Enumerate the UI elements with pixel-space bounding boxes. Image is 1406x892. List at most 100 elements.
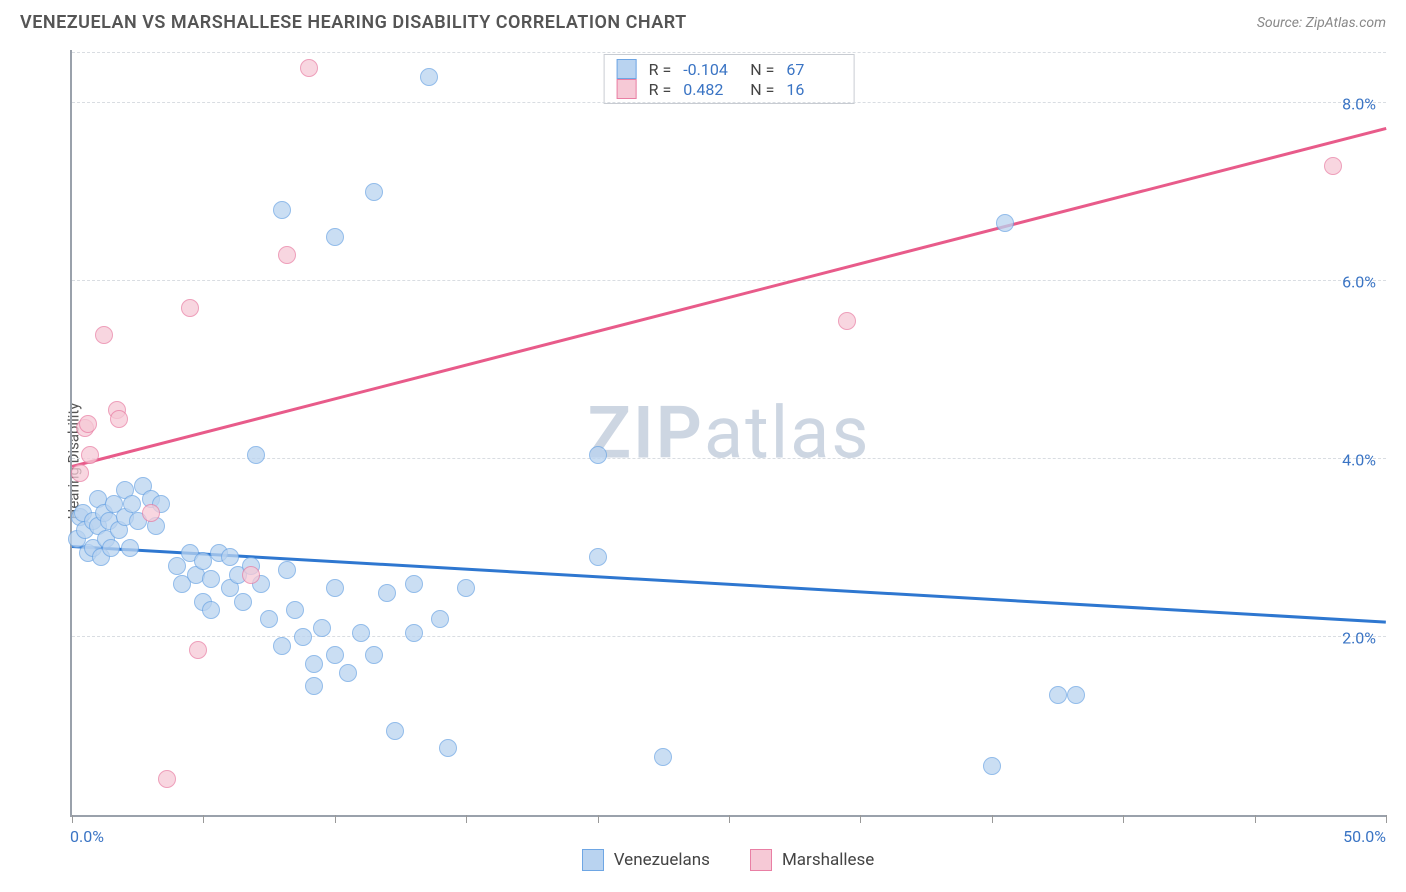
trendline [72, 127, 1387, 468]
plot-area: ZIPatlas R = -0.104 N = 67 R = 0.482 N = 16 2.0… [70, 50, 1386, 817]
r-label: R = [649, 80, 672, 99]
data-point [260, 610, 278, 628]
data-point [71, 464, 89, 482]
chart-container: Hearing Disability ZIPatlas R =-0.104N =… [20, 50, 1386, 872]
data-point [326, 646, 344, 664]
data-point [654, 748, 672, 766]
x-tick [1255, 815, 1256, 823]
data-point [158, 770, 176, 788]
data-point [589, 446, 607, 464]
data-point [110, 410, 128, 428]
data-point [121, 539, 139, 557]
data-point [838, 312, 856, 330]
n-label: N = [750, 60, 774, 79]
x-max-label: 50.0% [1343, 827, 1386, 846]
data-point [439, 739, 457, 757]
data-point [242, 566, 260, 584]
data-point [1324, 157, 1342, 175]
data-point [181, 299, 199, 317]
legend-label-a: Venezuelans [614, 850, 710, 870]
x-tick [203, 815, 204, 823]
data-point [81, 446, 99, 464]
y-tick-label: 6.0% [1342, 273, 1376, 292]
data-point [273, 637, 291, 655]
x-tick [1386, 815, 1387, 823]
data-point [234, 593, 252, 611]
stats-row: R = 0.482 N = 16 [617, 79, 842, 99]
watermark: ZIPatlas [587, 390, 870, 475]
n-value: 67 [786, 60, 841, 79]
gridline [72, 280, 1386, 281]
data-point [278, 246, 296, 264]
r-value: -0.104 [683, 60, 738, 79]
data-point [405, 575, 423, 593]
data-point [431, 610, 449, 628]
r-value: 0.482 [683, 80, 738, 99]
data-point [1067, 686, 1085, 704]
data-point [339, 664, 357, 682]
chart-title: VENEZUELAN VS MARSHALLESE HEARING DISABI… [20, 12, 687, 33]
gridline [72, 102, 1386, 103]
legend-item-venezuelans: Venezuelans [582, 849, 710, 871]
legend-label-b: Marshallese [782, 850, 874, 870]
x-tick [335, 815, 336, 823]
data-point [189, 641, 207, 659]
x-tick [466, 815, 467, 823]
data-point [168, 557, 186, 575]
x-axis-labels: 0.0% 50.0% [70, 827, 1386, 847]
data-point [286, 601, 304, 619]
data-point [420, 68, 438, 86]
data-point [79, 415, 97, 433]
data-point [305, 655, 323, 673]
data-point [221, 548, 239, 566]
data-point [313, 619, 331, 637]
x-tick [598, 815, 599, 823]
data-point [102, 539, 120, 557]
data-point [378, 584, 396, 602]
data-point [457, 579, 475, 597]
data-point [983, 757, 1001, 775]
y-tick-label: 2.0% [1342, 629, 1376, 648]
data-point [300, 59, 318, 77]
r-label: R = [649, 60, 672, 79]
n-label: N = [750, 80, 774, 99]
gridline [72, 636, 1386, 637]
stats-swatch [617, 59, 637, 79]
data-point [273, 201, 291, 219]
data-point [405, 624, 423, 642]
data-point [1049, 686, 1067, 704]
data-point [365, 646, 383, 664]
data-point [326, 228, 344, 246]
x-tick [729, 815, 730, 823]
data-point [326, 579, 344, 597]
data-point [278, 561, 296, 579]
x-tick [860, 815, 861, 823]
data-point [589, 548, 607, 566]
correlation-stats-box: R = -0.104 N = 67 R = 0.482 N = 16 [604, 54, 855, 104]
legend: Venezuelans Marshallese [70, 848, 1386, 872]
y-tick-label: 4.0% [1342, 451, 1376, 470]
data-point [142, 504, 160, 522]
data-point [352, 624, 370, 642]
data-point [202, 570, 220, 588]
y-tick-label: 8.0% [1342, 95, 1376, 114]
data-point [247, 446, 265, 464]
x-tick [72, 815, 73, 823]
n-value: 16 [786, 80, 841, 99]
source-attribution: Source: ZipAtlas.com [1257, 15, 1386, 31]
x-min-label: 0.0% [70, 827, 104, 846]
data-point [123, 495, 141, 513]
gridline [72, 458, 1386, 459]
data-point [95, 326, 113, 344]
data-point [294, 628, 312, 646]
data-point [305, 677, 323, 695]
data-point [386, 722, 404, 740]
x-tick [1123, 815, 1124, 823]
legend-item-marshallese: Marshallese [750, 849, 874, 871]
legend-swatch-a [582, 849, 604, 871]
data-point [996, 214, 1014, 232]
legend-swatch-b [750, 849, 772, 871]
data-point [202, 601, 220, 619]
stats-row: R = -0.104 N = 67 [617, 59, 842, 79]
gridline [72, 52, 1386, 53]
